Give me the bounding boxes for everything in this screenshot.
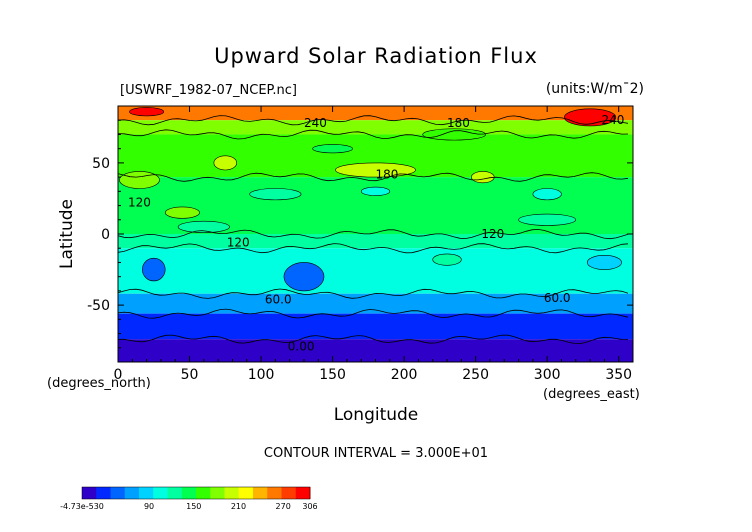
heatmap-blob: [213, 155, 238, 171]
contour-line: [117, 243, 629, 254]
lat-band: [118, 234, 633, 249]
y-axis: -50 0 50: [87, 119, 633, 349]
heatmap-blob: [312, 144, 353, 154]
colorbar-swatch: [139, 487, 154, 499]
heatmap-blob: [432, 253, 462, 266]
colorbar-frame: [81, 486, 311, 500]
colorbar-tick-label: 210: [231, 502, 246, 511]
contour-label: 240: [602, 113, 625, 127]
contour-label: 120: [227, 236, 250, 250]
units-label: (units:W/m¯2): [545, 81, 644, 97]
heatmap-blob: [283, 262, 325, 292]
heatmap-blob: [335, 162, 416, 178]
contour-label: 60.0: [265, 292, 292, 306]
lat-band: [118, 106, 633, 121]
colorbar-swatch: [295, 487, 311, 499]
contour-label: 120: [128, 196, 151, 210]
lat-band: [118, 339, 633, 362]
heatmap-blob: [142, 257, 166, 282]
file-label: [USWRF_1982-07_NCEP.nc]: [120, 83, 297, 98]
y-axis-label: Latitude: [57, 199, 77, 269]
y-tick-label: -50: [87, 298, 110, 314]
colorbar-tick-label: 270: [276, 502, 291, 511]
heatmap-blob: [164, 206, 200, 219]
x-tick-label: 350: [605, 367, 632, 383]
colorbar-tick-label: -4.73e-530: [60, 502, 104, 511]
contour-label: 180: [447, 116, 470, 130]
colorbar-tick-label: 150: [186, 502, 201, 511]
heatmap-blob: [249, 188, 302, 201]
heatmap-blob: [119, 171, 160, 189]
x-tick-label: 200: [391, 367, 418, 383]
colorbar-swatch: [196, 487, 211, 499]
x-tick-label: 0: [114, 367, 123, 383]
y-tick-label: 0: [101, 227, 110, 243]
heatmap-blob: [564, 108, 617, 127]
colorbar-tick-label: 306: [302, 502, 317, 511]
colorbar-swatch: [281, 487, 297, 499]
heatmap-blob: [518, 213, 577, 226]
colorbar-swatch: [181, 487, 197, 499]
colorbar-swatch: [238, 487, 254, 499]
x-tick-label: 300: [534, 367, 561, 383]
chart-title: Upward Solar Radiation Flux: [214, 44, 538, 68]
x-tick-label: 150: [319, 367, 346, 383]
x-axis-label: Longitude: [334, 405, 419, 425]
contour-line: [117, 308, 629, 319]
heatmap-blob: [129, 107, 165, 117]
x-unit-label: (degrees_east): [543, 387, 640, 402]
y-tick-label: 50: [92, 156, 110, 172]
contour-line: [117, 288, 629, 299]
heatmap-blob: [360, 186, 391, 196]
colorbar-swatch: [124, 487, 140, 499]
contour-label: 180: [375, 167, 398, 181]
heatmap-blob: [422, 128, 486, 141]
colorbar: -4.73e-530 90 150 210 270 306: [60, 486, 318, 511]
contour-line: [117, 228, 629, 240]
contour-label: 0.00: [288, 339, 315, 353]
heatmap-blob: [586, 255, 622, 270]
colorbar-swatch: [82, 487, 97, 499]
x-tick-label: 50: [181, 367, 199, 383]
heatmap-blob: [177, 220, 230, 233]
colorbar-swatch: [167, 487, 183, 499]
heatmap-blob: [471, 171, 495, 184]
colorbar-swatch: [210, 487, 225, 499]
contour-line: [117, 172, 629, 182]
x-axis: 0 50 100 150 200 250 300 350: [114, 106, 632, 383]
colorbar-swatch: [267, 487, 282, 499]
contour-interval-label: CONTOUR INTERVAL = 3.000E+01: [263, 446, 489, 461]
contour-line: [117, 129, 629, 140]
lat-band: [118, 248, 633, 294]
contour-line: [117, 115, 629, 126]
x-tick-label: 250: [462, 367, 489, 383]
contour-label: 120: [481, 227, 504, 241]
lat-band: [118, 120, 633, 135]
colorbar-swatch: [110, 487, 126, 499]
y-unit-label: (degrees_north): [47, 376, 151, 391]
colorbar-swatch: [224, 487, 240, 499]
colorbar-swatch: [153, 487, 168, 499]
colorbar-tick-label: 90: [144, 502, 154, 511]
lat-band: [118, 293, 633, 314]
heatmap-blobs: [117, 107, 629, 345]
colorbar-swatch: [96, 487, 111, 499]
contour-labels: 240 180 240 180 120 120 120 60.0 60.0 0.00: [128, 113, 624, 353]
lat-band: [118, 313, 633, 340]
contour-label: 60.0: [544, 291, 571, 305]
heatmap-blob: [532, 188, 562, 201]
colorbar-swatch: [253, 487, 268, 499]
x-tick-label: 100: [248, 367, 275, 383]
contour-label: 240: [304, 116, 327, 130]
contour-line: [117, 334, 629, 345]
